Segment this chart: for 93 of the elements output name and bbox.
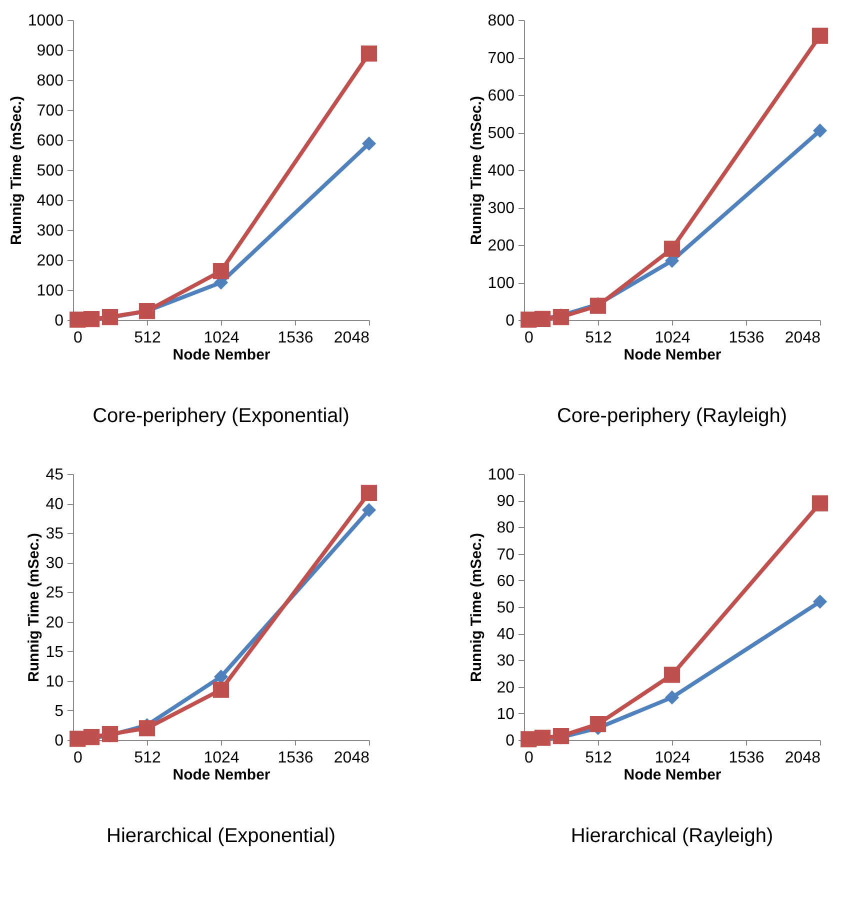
y-tick-label: 30 [496,652,515,670]
y-axis-title: Runnig Time (mSec.) [26,533,43,682]
x-tick-label: 0 [74,750,82,766]
y-tick-label: 15 [46,644,64,661]
text: Hierarchical (Rayleigh) [570,825,774,847]
x-tick-label: 1024 [654,750,690,766]
y-tick-label: 0 [506,732,515,750]
point [138,720,156,736]
x-tick-label: 1024 [204,330,240,346]
point [362,136,376,151]
y-tick-label: 600 [488,88,515,104]
x-tick-label: 512 [134,330,161,346]
point [552,728,570,744]
y-tick-label: 35 [46,526,64,543]
y-tick-label: 5 [54,702,64,720]
y-tick-label: 80 [496,520,515,537]
x-tick-label: 0 [74,330,82,346]
y-tick-label: 1000 [28,12,64,30]
y-tick-label: 0 [54,732,64,750]
x-tick-label: 1536 [728,750,764,766]
y-axis-title: Runnig Time (mSec.) [468,96,485,245]
y-tick-label: 500 [488,125,515,142]
x-tick-label: 1024 [204,750,240,766]
y-axis-title: Runnig Time (mSec.) [468,533,485,682]
y-tick-label: 900 [36,42,64,60]
x-tick-label: 1536 [728,330,764,346]
y-tick-label: 90 [496,493,515,510]
x-tick-label: 2048 [334,330,370,346]
x-tick-label: 1536 [278,750,314,766]
point [812,594,828,609]
y-tick-label: 20 [496,679,515,696]
y-tick-label: 800 [488,12,515,30]
y-tick-label: 25 [46,584,64,602]
y-tick-label: 20 [46,614,64,632]
x-tick-label: 2048 [784,330,821,346]
y-tick-label: 10 [46,673,64,690]
x-tick-label: 0 [524,750,534,766]
point [212,263,230,280]
y-tick-label: 70 [496,546,515,564]
x-axis-title: Node Nember [172,766,270,784]
y-tick-label: 300 [488,200,515,217]
x-tick-label: 512 [134,750,161,766]
point [664,240,680,257]
y-tick-label: 100 [488,275,515,292]
x-axis-title: Node Nember [624,766,722,784]
point [812,28,828,44]
x-tick-label: 0 [524,330,534,346]
x-tick-label: 1024 [654,330,690,346]
point [812,124,828,138]
x-tick-label: 2048 [334,750,370,766]
y-tick-label: 45 [46,466,64,484]
point [214,670,228,684]
y-tick-label: 400 [488,162,515,180]
y-tick-label: 10 [496,706,515,723]
x-axis-title: Node Nember [624,346,722,364]
y-tick-label: 40 [46,496,64,514]
y-tick-label: 100 [36,282,64,300]
text: Hierarchical (Exponential) [106,825,336,847]
x-tick-label: 1536 [278,330,314,346]
point [590,298,606,314]
point [362,502,376,518]
y-tick-label: 200 [488,238,515,254]
y-tick-label: 30 [46,555,64,572]
y-tick-label: 100 [488,466,515,484]
x-tick-label: 2048 [784,750,821,766]
point [552,308,570,326]
x-axis-title: Node Nember [172,346,270,364]
y-tick-label: 500 [36,162,64,180]
y-tick-label: 600 [36,132,64,150]
y-tick-label: 700 [36,102,64,120]
point [360,46,378,62]
y-tick-label: 400 [36,192,64,210]
point [812,495,828,512]
x-tick-label: 512 [585,330,612,346]
y-tick-label: 200 [36,252,64,270]
x-tick-label: 512 [585,750,612,766]
point [664,666,680,683]
text: Core-periphery (Rayleigh) [556,405,788,427]
y-tick-label: 0 [506,312,515,330]
point [360,484,378,501]
text: Core-periphery (Exponential) [92,405,350,427]
y-tick-label: 40 [496,626,515,644]
point [212,682,230,698]
point [664,690,680,705]
y-tick-label: 0 [54,312,64,330]
point [590,716,606,732]
y-axis-title: Runnig Time (mSec.) [8,96,25,245]
y-tick-label: 700 [488,50,515,67]
y-tick-label: 60 [496,572,515,590]
y-tick-label: 50 [496,600,515,616]
point [83,728,100,746]
y-tick-label: 800 [36,72,64,90]
y-tick-label: 300 [36,222,64,240]
